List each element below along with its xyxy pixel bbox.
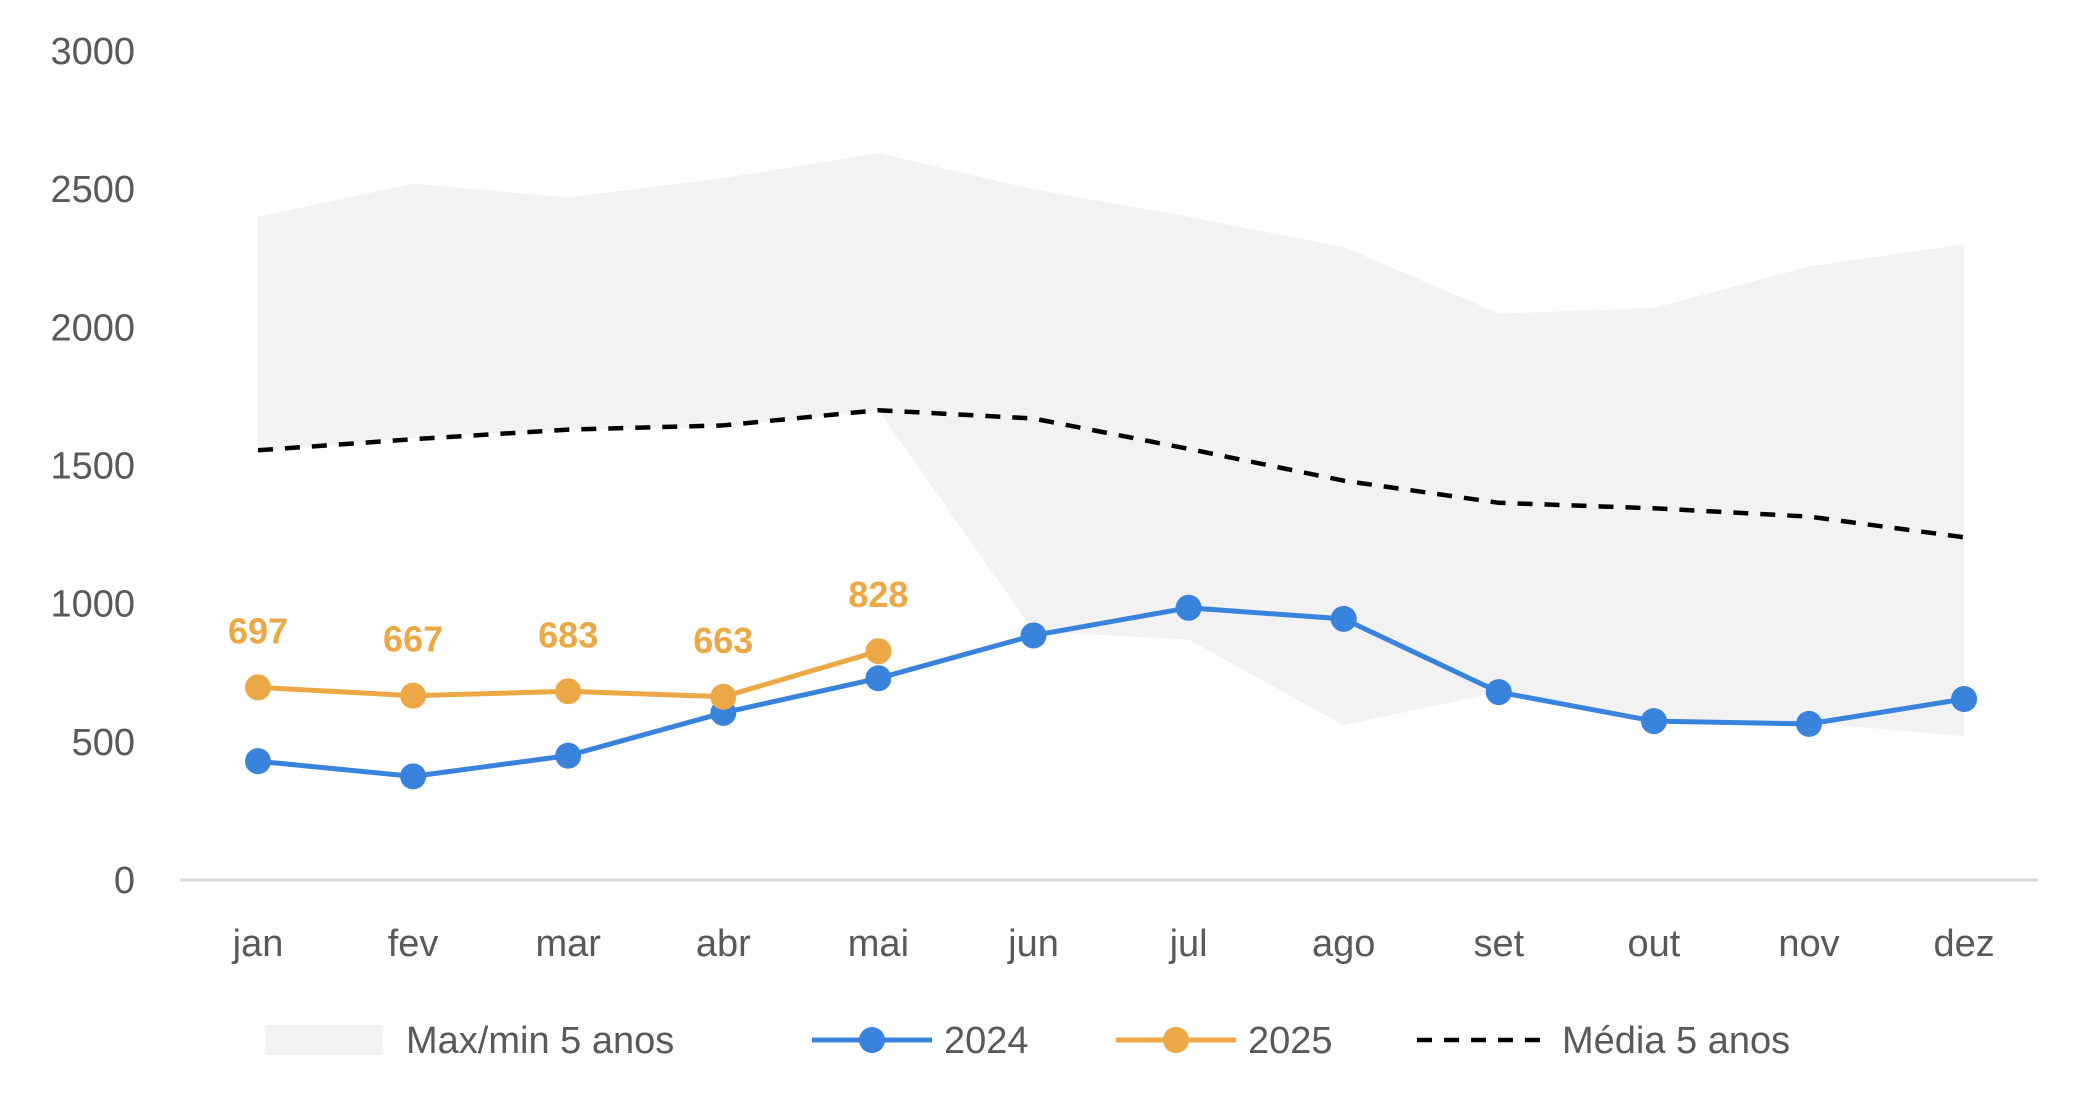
x-tick-label: ago [1312, 923, 1375, 965]
legend-label-band: Max/min 5 anos [406, 1020, 674, 1062]
x-tick-label: out [1627, 923, 1680, 965]
y-tick-label: 1500 [50, 446, 135, 488]
x-tick-label: mar [535, 923, 601, 965]
series-line-2024 [257, 605, 1965, 779]
series-marker-2025 [555, 678, 582, 705]
y-tick-label: 2000 [50, 307, 135, 349]
series-marker-2024 [1796, 710, 1822, 737]
x-tick-label: abr [696, 923, 751, 965]
y-tick-label: 3000 [50, 31, 135, 73]
data-label-2025: 667 [383, 619, 443, 660]
x-tick-label: jan [232, 923, 284, 965]
data-label-2025: 663 [693, 620, 753, 661]
x-tick-label: jul [1169, 923, 1208, 965]
series-line-media-5-anos [257, 407, 1965, 540]
y-tick-label: 1000 [50, 584, 135, 626]
x-tick-label: dez [1933, 923, 1994, 965]
series-marker-2024 [1951, 686, 1978, 713]
series-marker-2024 [555, 742, 582, 769]
series-marker-2024 [1330, 605, 1357, 632]
y-tick-label: 0 [114, 860, 135, 902]
series-marker-2025 [245, 674, 271, 701]
series-marker-2024 [245, 748, 271, 775]
series-marker-2024 [1020, 622, 1047, 649]
series-layer [245, 407, 1978, 790]
legend: Max/min 5 anos 2024 2025 Média 5 anos [266, 1020, 1790, 1062]
series-marker-2024 [1640, 708, 1667, 735]
data-label-layer: 697 667 683 663 828 [228, 574, 908, 661]
x-tick-label: set [1473, 923, 1524, 965]
data-label-2025: 828 [848, 574, 908, 615]
y-tick-label: 2500 [50, 169, 135, 211]
legend-label-media: Média 5 anos [1562, 1020, 1790, 1062]
series-marker-2025 [710, 683, 737, 710]
series-marker-2025 [400, 682, 427, 709]
legend-swatch-band [266, 1025, 382, 1055]
legend-label-2025: 2025 [1248, 1020, 1333, 1062]
series-marker-2024 [400, 763, 427, 790]
data-label-2025: 697 [228, 610, 288, 651]
series-marker-2025 [865, 638, 892, 665]
legend-marker-2025 [1163, 1027, 1189, 1053]
data-label-2025: 683 [538, 614, 598, 655]
legend-marker-2024 [859, 1027, 885, 1053]
x-tick-label: jun [1007, 923, 1059, 965]
band-layer [258, 153, 1965, 737]
legend-label-2024: 2024 [944, 1020, 1029, 1062]
band-max-min-area [258, 153, 1965, 737]
x-tick-label: fev [388, 923, 439, 965]
y-tick-label: 500 [72, 722, 135, 764]
axis-layer: 0 500 1000 1500 2000 2500 3000 jan fev mar abr mai j… [50, 31, 2038, 965]
x-tick-label: nov [1778, 923, 1839, 965]
series-marker-2024 [1485, 679, 1512, 706]
series-marker-2024 [865, 665, 892, 692]
series-marker-2024 [1175, 594, 1202, 621]
x-tick-label: mai [848, 923, 909, 965]
